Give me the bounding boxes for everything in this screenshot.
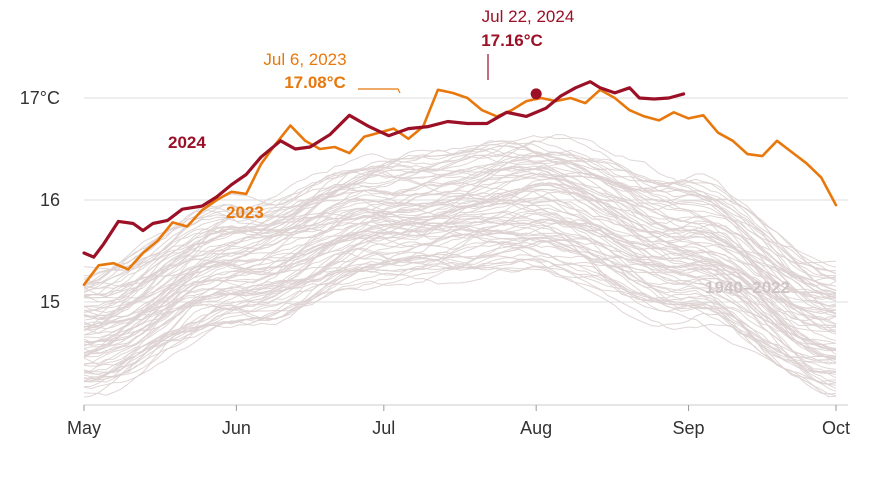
historical-line bbox=[83, 236, 837, 373]
historical-line bbox=[83, 134, 837, 272]
historical-line bbox=[83, 188, 837, 325]
historical-line bbox=[83, 147, 837, 287]
series-line-2023 bbox=[82, 88, 838, 287]
historical-line bbox=[83, 257, 837, 386]
historical-line bbox=[83, 212, 837, 344]
historical-line bbox=[83, 196, 837, 334]
series-label-2024: 2024 bbox=[168, 133, 206, 152]
historical-line bbox=[83, 156, 837, 307]
annotation-2023-date: Jul 6, 2023 bbox=[263, 50, 346, 69]
historical-line bbox=[83, 151, 837, 292]
historical-line bbox=[83, 262, 837, 390]
y-tick-label-15: 15 bbox=[40, 292, 60, 312]
series-2024-end-marker bbox=[530, 88, 542, 100]
historical-line bbox=[83, 158, 837, 292]
x-tick-label-jul: Jul bbox=[372, 418, 395, 438]
y-tick-label-16: 16 bbox=[40, 190, 60, 210]
x-tick-label-jun: Jun bbox=[222, 418, 251, 438]
annotation-2024-date: Jul 22, 2024 bbox=[482, 7, 575, 26]
highlight-series bbox=[82, 80, 838, 287]
x-tick-label-oct: Oct bbox=[822, 418, 850, 438]
series-line-2024 bbox=[82, 80, 686, 259]
historical-line bbox=[83, 149, 837, 279]
annotation-2024-value: 17.16°C bbox=[481, 31, 543, 50]
historical-line bbox=[83, 176, 837, 331]
historical-line bbox=[83, 230, 837, 375]
historical-line bbox=[83, 208, 837, 354]
historical-line bbox=[83, 235, 837, 382]
series-label-2023: 2023 bbox=[226, 203, 264, 222]
historical-line bbox=[83, 163, 837, 298]
annotation-2023-leader bbox=[358, 88, 401, 94]
annotation-2023-value: 17.08°C bbox=[284, 73, 346, 92]
historical-line bbox=[83, 239, 837, 366]
historical-line bbox=[83, 183, 837, 319]
historical-line bbox=[83, 218, 837, 346]
historical-line bbox=[83, 188, 837, 307]
historical-line bbox=[83, 167, 837, 317]
historical-line bbox=[83, 178, 837, 327]
historical-line bbox=[83, 251, 837, 374]
series-label-1940-2022: 1940–2022 bbox=[705, 278, 790, 297]
annotation-2023-peak: Jul 6, 2023 17.08°C bbox=[263, 50, 401, 94]
historical-line bbox=[83, 182, 837, 323]
historical-line bbox=[83, 232, 837, 382]
historical-lines-1940-2022 bbox=[83, 134, 837, 398]
annotation-2024-peak: Jul 22, 2024 17.16°C bbox=[481, 7, 574, 80]
x-tick-label-sep: Sep bbox=[673, 418, 705, 438]
historical-line bbox=[83, 199, 837, 349]
x-tick-label-may: May bbox=[67, 418, 101, 438]
historical-line bbox=[83, 140, 837, 299]
y-tick-label-17: 17°C bbox=[20, 88, 60, 108]
historical-line bbox=[83, 161, 837, 309]
historical-line bbox=[83, 172, 837, 326]
y-axis-ticks: 15 16 17°C bbox=[20, 88, 60, 312]
historical-line bbox=[83, 222, 837, 360]
historical-line bbox=[83, 144, 837, 291]
historical-line bbox=[83, 184, 837, 320]
historical-line bbox=[83, 218, 837, 351]
x-axis-ticks: May Jun Jul Aug Sep Oct bbox=[67, 405, 850, 438]
historical-line bbox=[83, 148, 837, 296]
x-tick-label-aug: Aug bbox=[520, 418, 552, 438]
historical-line bbox=[83, 135, 837, 297]
historical-line bbox=[83, 172, 837, 303]
historical-line bbox=[83, 208, 837, 349]
